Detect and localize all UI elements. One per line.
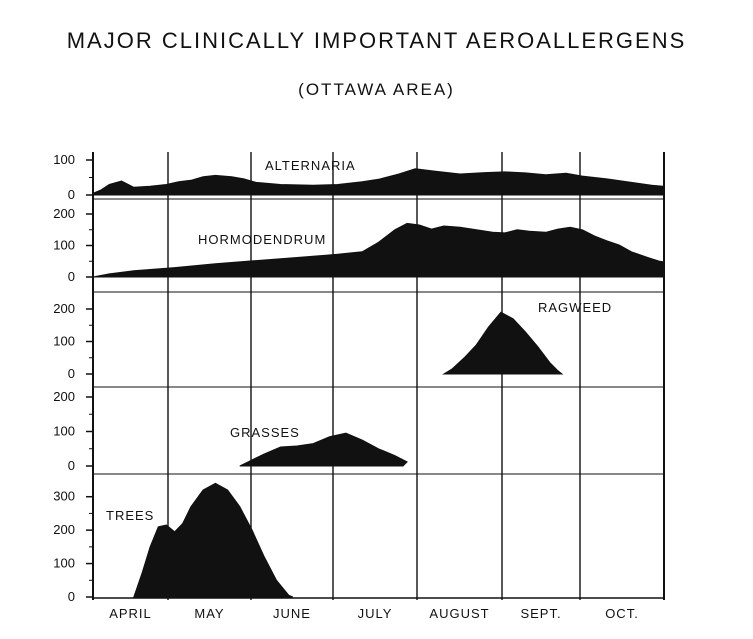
y-tick-label: 200 <box>53 206 75 221</box>
series-label-alternaria: ALTERNARIA <box>265 158 356 173</box>
series-label-trees: TREES <box>106 508 154 523</box>
y-tick-label: 100 <box>53 238 75 253</box>
chart-title: MAJOR CLINICALLY IMPORTANT AEROALLERGENS <box>66 28 687 53</box>
y-tick-label: 0 <box>68 458 75 473</box>
chart-subtitle: (OTTAWA AREA) <box>298 80 455 99</box>
area-hormodendrum <box>92 222 665 278</box>
area-trees <box>133 482 294 598</box>
y-tick-label: 100 <box>53 556 75 571</box>
area-grasses <box>239 432 408 467</box>
y-tick-label: 100 <box>53 334 75 349</box>
month-label: SEPT. <box>520 606 561 621</box>
y-tick-label: 200 <box>53 301 75 316</box>
area-ragweed <box>442 311 564 375</box>
area-alternaria <box>92 168 665 196</box>
month-label: APRIL <box>109 606 152 621</box>
month-label: JULY <box>358 606 393 621</box>
y-tick-label: 300 <box>53 489 75 504</box>
series-label-hormodendrum: HORMODENDRUM <box>198 232 326 247</box>
y-tick-label: 0 <box>68 366 75 381</box>
month-label: AUGUST <box>429 606 489 621</box>
y-tick-label: 100 <box>53 152 75 167</box>
series-label-grasses: GRASSES <box>230 425 300 440</box>
y-tick-label: 0 <box>68 269 75 284</box>
series-label-ragweed: RAGWEED <box>538 300 612 315</box>
y-tick-label: 0 <box>68 589 75 604</box>
y-tick-label: 200 <box>53 389 75 404</box>
month-label: MAY <box>194 606 224 621</box>
month-label: OCT. <box>605 606 639 621</box>
y-tick-label: 100 <box>53 424 75 439</box>
month-label: JUNE <box>273 606 311 621</box>
y-tick-label: 0 <box>68 187 75 202</box>
y-tick-label: 200 <box>53 522 75 537</box>
